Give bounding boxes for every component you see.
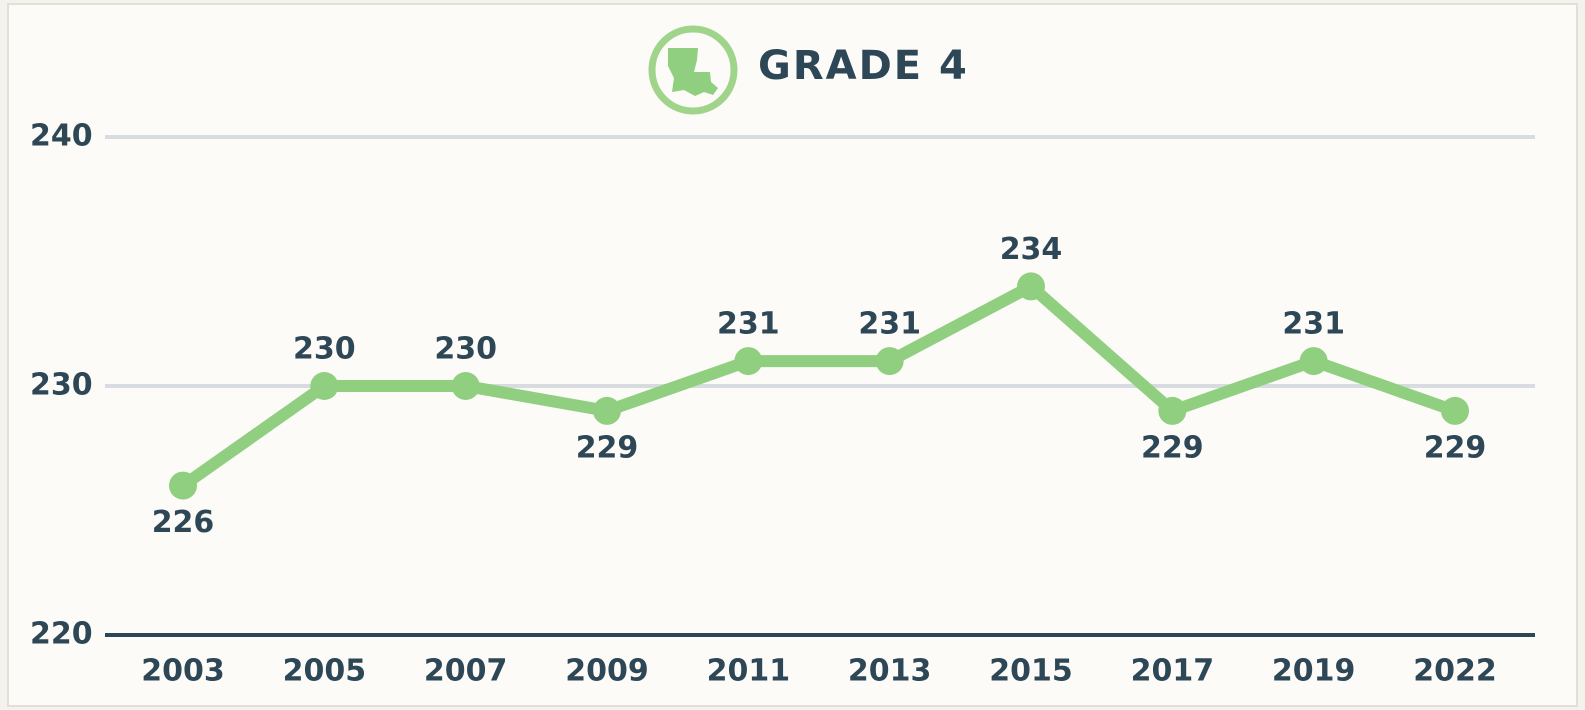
y-tick-label: 240: [30, 119, 93, 154]
data-label: 231: [1282, 307, 1345, 342]
point: [451, 372, 480, 400]
line: [177, 280, 1461, 492]
x-tick-label: 2003: [141, 654, 225, 689]
data-label: 229: [1424, 430, 1487, 465]
data-label: 230: [434, 332, 497, 367]
x-tick-label: 2005: [283, 654, 367, 689]
point: [593, 396, 621, 425]
point: [310, 372, 339, 400]
point: [734, 347, 763, 376]
point: [875, 347, 904, 376]
state-icon: [648, 25, 738, 115]
x-tick-label: 2017: [1131, 654, 1215, 689]
point: [169, 471, 197, 500]
data-label: 231: [717, 307, 780, 342]
y-tick-label: 220: [30, 617, 93, 652]
x-tick-label: 2019: [1272, 654, 1356, 689]
x-tick-label: 2011: [707, 654, 791, 689]
data-label: 229: [576, 430, 639, 465]
x-tick-label: 2022: [1413, 654, 1497, 689]
x-tick-label: 2007: [424, 654, 508, 689]
point: [1299, 347, 1328, 376]
x-tick-label: 2013: [848, 654, 932, 689]
point: [1017, 272, 1045, 301]
data-label: 231: [858, 307, 921, 342]
background: [7, 3, 1578, 707]
data-label: 230: [293, 332, 356, 367]
point: [1158, 396, 1187, 425]
data-label: 226: [152, 505, 215, 540]
data-label: 234: [1000, 232, 1063, 267]
data-label: 229: [1141, 430, 1204, 465]
point: [1441, 396, 1469, 425]
y-tick-label: 230: [30, 368, 93, 403]
chart-title: GRADE 4: [758, 43, 969, 89]
x-tick-label: 2009: [565, 654, 649, 689]
x-tick-label: 2015: [989, 654, 1073, 689]
